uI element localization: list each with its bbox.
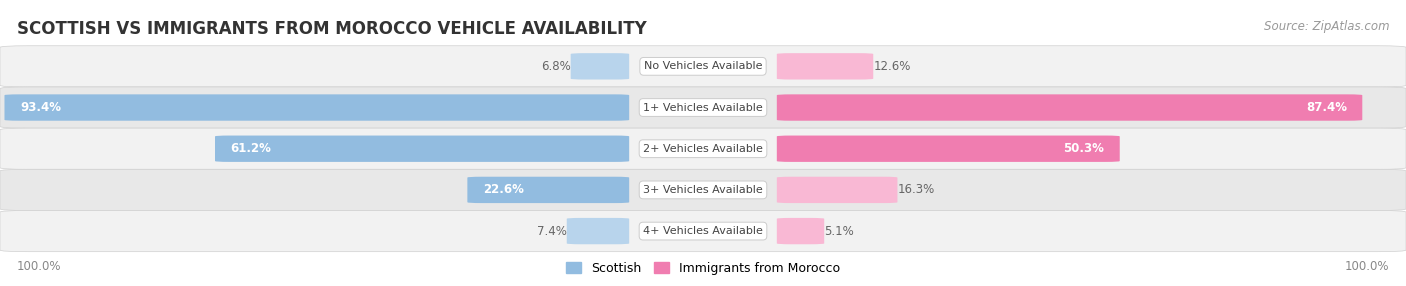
- Text: 16.3%: 16.3%: [897, 183, 935, 196]
- FancyBboxPatch shape: [4, 94, 630, 121]
- FancyBboxPatch shape: [567, 218, 630, 244]
- FancyBboxPatch shape: [0, 210, 1406, 252]
- Text: SCOTTISH VS IMMIGRANTS FROM MOROCCO VEHICLE AVAILABILITY: SCOTTISH VS IMMIGRANTS FROM MOROCCO VEHI…: [17, 20, 647, 38]
- FancyBboxPatch shape: [776, 53, 873, 80]
- Text: 100.0%: 100.0%: [17, 260, 62, 273]
- Text: 6.8%: 6.8%: [541, 60, 571, 73]
- FancyBboxPatch shape: [0, 46, 1406, 87]
- FancyBboxPatch shape: [0, 169, 1406, 210]
- FancyBboxPatch shape: [0, 87, 1406, 128]
- Text: Source: ZipAtlas.com: Source: ZipAtlas.com: [1264, 20, 1389, 33]
- Text: 1+ Vehicles Available: 1+ Vehicles Available: [643, 103, 763, 112]
- FancyBboxPatch shape: [467, 177, 630, 203]
- Text: 87.4%: 87.4%: [1306, 101, 1347, 114]
- Text: 12.6%: 12.6%: [873, 60, 911, 73]
- Text: 22.6%: 22.6%: [482, 183, 523, 196]
- Text: 100.0%: 100.0%: [1344, 260, 1389, 273]
- FancyBboxPatch shape: [215, 136, 630, 162]
- FancyBboxPatch shape: [776, 94, 1362, 121]
- Text: No Vehicles Available: No Vehicles Available: [644, 61, 762, 71]
- FancyBboxPatch shape: [776, 136, 1119, 162]
- Text: 93.4%: 93.4%: [20, 101, 60, 114]
- FancyBboxPatch shape: [0, 128, 1406, 169]
- Text: 2+ Vehicles Available: 2+ Vehicles Available: [643, 144, 763, 154]
- FancyBboxPatch shape: [776, 177, 897, 203]
- Text: 5.1%: 5.1%: [824, 225, 853, 238]
- Legend: Scottish, Immigrants from Morocco: Scottish, Immigrants from Morocco: [561, 257, 845, 280]
- Text: 50.3%: 50.3%: [1063, 142, 1104, 155]
- Text: 3+ Vehicles Available: 3+ Vehicles Available: [643, 185, 763, 195]
- Text: 7.4%: 7.4%: [537, 225, 567, 238]
- Text: 61.2%: 61.2%: [231, 142, 271, 155]
- Text: 4+ Vehicles Available: 4+ Vehicles Available: [643, 226, 763, 236]
- FancyBboxPatch shape: [571, 53, 630, 80]
- FancyBboxPatch shape: [776, 218, 824, 244]
